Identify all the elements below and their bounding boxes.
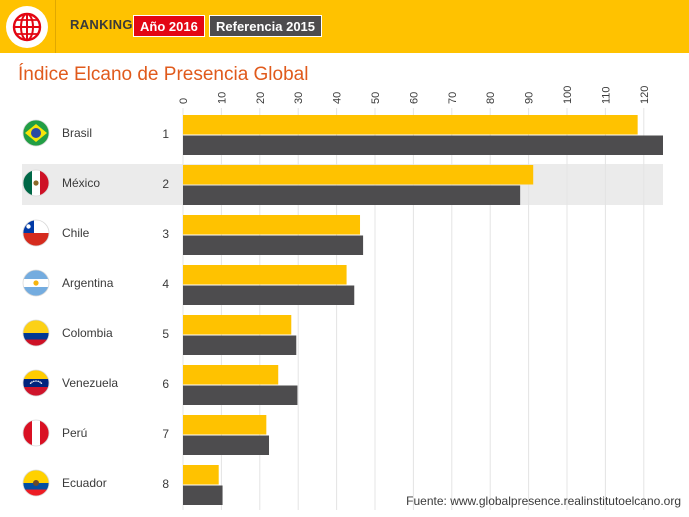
country-label: Argentina — [62, 276, 114, 290]
flag-ecuador-icon — [22, 469, 50, 497]
rank-label: 1 — [162, 127, 169, 141]
bar-2016 — [183, 115, 638, 135]
tick-label: 70 — [447, 92, 459, 104]
rank-label: 2 — [162, 177, 169, 191]
bar-2016 — [183, 215, 361, 235]
flag-colombia-icon — [22, 319, 50, 347]
globe-icon[interactable] — [6, 6, 48, 48]
bar-2015 — [183, 135, 663, 155]
bar-2016 — [183, 315, 292, 335]
ranking-label: RANKING — [70, 17, 133, 32]
rank-label: 3 — [162, 227, 169, 241]
source-note: Fuente: www.globalpresence.realinstituto… — [406, 494, 681, 508]
bar-2015 — [183, 335, 297, 355]
flag-chile-icon — [22, 219, 50, 247]
bar-2016 — [183, 465, 219, 485]
country-label: Brasil — [62, 126, 92, 140]
flag-peru-icon — [22, 419, 50, 447]
bar-2016 — [183, 415, 267, 435]
country-label: Chile — [62, 226, 90, 240]
flag-venezuela-icon — [22, 369, 50, 397]
bar-2015 — [183, 385, 298, 405]
bar-2016 — [183, 165, 534, 185]
tick-label: 40 — [332, 92, 344, 104]
chart-title: Índice Elcano de Presencia Global — [18, 64, 309, 85]
country-label: México — [62, 176, 100, 190]
tick-label: 110 — [600, 86, 612, 104]
rank-label: 7 — [162, 427, 169, 441]
rank-label: 8 — [162, 477, 169, 491]
tab-2015[interactable]: Referencia 2015 — [209, 15, 323, 37]
bar-2015 — [183, 285, 355, 305]
rank-label: 5 — [162, 327, 169, 341]
tick-label: 50 — [370, 92, 382, 104]
rank-label: 6 — [162, 377, 169, 391]
country-label: Colombia — [62, 326, 113, 340]
flag-brazil-icon — [22, 119, 50, 147]
bar-2015 — [183, 485, 223, 505]
bar-2015 — [183, 435, 270, 455]
bar-2016 — [183, 265, 347, 285]
tick-label: 10 — [216, 92, 228, 104]
tick-label: 30 — [293, 92, 305, 104]
country-label: Ecuador — [62, 476, 107, 490]
tick-label: 90 — [524, 92, 536, 104]
tick-label: 0 — [178, 98, 190, 104]
tick-label: 80 — [485, 92, 497, 104]
tab-2016[interactable]: Año 2016 — [133, 15, 205, 37]
tick-label: 120 — [639, 86, 651, 104]
bar-2016 — [183, 365, 279, 385]
top-bar: RANKING Año 2016 Referencia 2015 — [0, 0, 689, 53]
country-label: Venezuela — [62, 376, 118, 390]
tick-label: 60 — [408, 92, 420, 104]
flag-argentina-icon — [22, 269, 50, 297]
rank-label: 4 — [162, 277, 169, 291]
bar-2015 — [183, 235, 364, 255]
country-label: Perú — [62, 426, 87, 440]
bar-2015 — [183, 185, 521, 205]
flag-mexico-icon — [22, 169, 50, 197]
tick-label: 100 — [562, 86, 574, 104]
header-divider — [55, 0, 56, 53]
tick-label: 20 — [255, 92, 267, 104]
